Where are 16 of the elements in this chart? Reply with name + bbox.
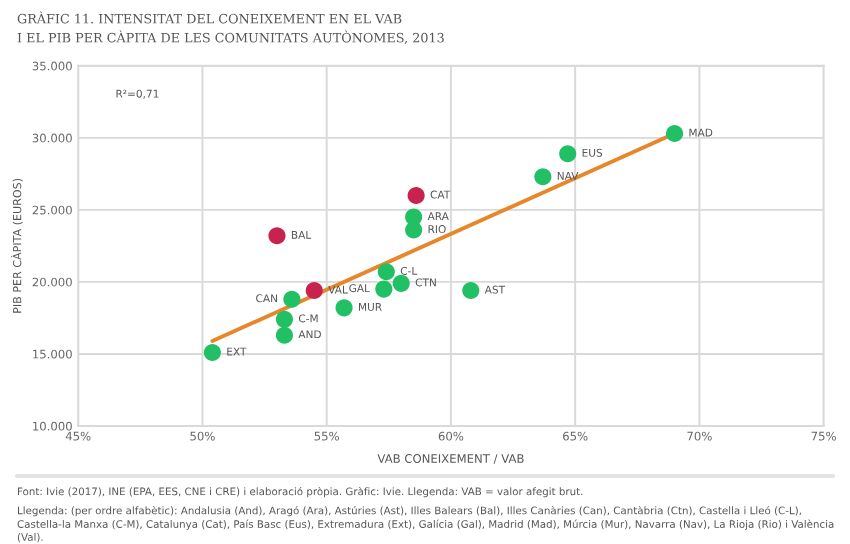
point <box>392 274 410 292</box>
point <box>335 299 353 317</box>
point <box>462 281 480 300</box>
point <box>407 186 425 205</box>
point <box>203 343 221 362</box>
point <box>305 281 323 300</box>
point <box>275 326 293 344</box>
point <box>534 168 552 186</box>
point <box>275 310 293 328</box>
point <box>559 145 577 163</box>
point <box>268 227 286 245</box>
point <box>666 124 684 143</box>
point <box>283 290 301 308</box>
point <box>405 221 423 239</box>
point <box>375 280 393 298</box>
point <box>377 263 395 281</box>
